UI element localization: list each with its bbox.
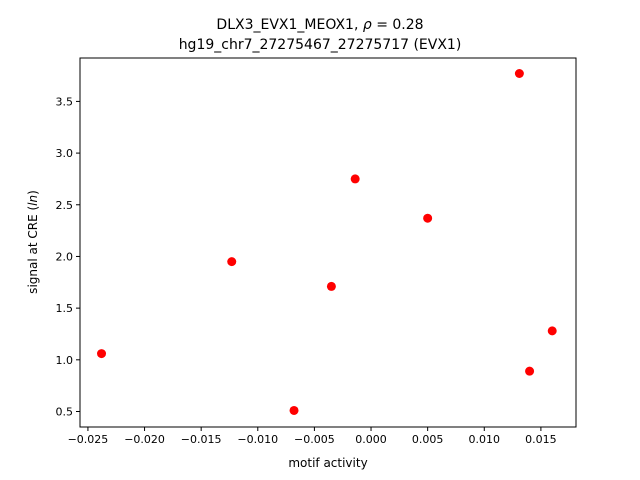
y-axis-label-italic: ln [26,195,40,206]
y-tick-label: 1.0 [56,354,74,367]
y-tick-label: 2.0 [56,250,74,263]
y-tick-label: 1.5 [56,302,74,315]
x-tick-label: −0.025 [68,433,109,446]
chart-title-line1: DLX3_EVX1_MEOX1, ρ = 0.28 [216,17,423,33]
x-tick-label: 0.000 [355,433,387,446]
data-point-1 [97,349,107,359]
y-ticks-layer: 0.5 1.0 1.5 2.0 2.5 3.0 3.5 [56,95,80,418]
y-axis-label-prefix: signal at CRE ( [26,206,40,294]
data-point-7 [514,69,524,79]
y-axis-label-suffix: ) [26,190,40,195]
points-layer [97,69,557,415]
y-tick-label: 3.5 [56,95,74,108]
chart-title-prefix: DLX3_EVX1_MEOX1, [216,17,362,33]
data-point-2 [227,257,237,267]
data-point-3 [289,405,299,415]
x-tick-label: −0.005 [294,433,335,446]
chart-title-line2: hg19_chr7_27275467_27275717 (EVX1) [179,37,462,53]
chart-title-rho-value: = 0.28 [372,17,424,33]
plot-frame [79,57,577,428]
data-point-6 [423,213,433,223]
y-tick-label: 2.5 [56,199,74,212]
data-point-8 [525,366,535,376]
x-tick-label: 0.015 [525,433,557,446]
x-tick-label: 0.005 [412,433,444,446]
x-tick-label: −0.010 [237,433,278,446]
data-point-5 [350,174,360,184]
x-tick-label: −0.015 [181,433,222,446]
y-axis-label: signal at CRE (ln) [26,190,40,294]
data-point-4 [326,281,336,291]
chart-title-rho-symbol: ρ [363,17,372,33]
y-tick-label: 3.0 [56,147,74,160]
x-tick-label: −0.020 [124,433,165,446]
data-point-9 [547,326,557,336]
x-ticks-layer: −0.025 −0.020 −0.015 −0.010 −0.005 0.000 0.005… [68,427,557,446]
x-axis-label: motif activity [288,456,367,470]
y-tick-label: 0.5 [56,405,74,418]
x-tick-label: 0.010 [469,433,501,446]
